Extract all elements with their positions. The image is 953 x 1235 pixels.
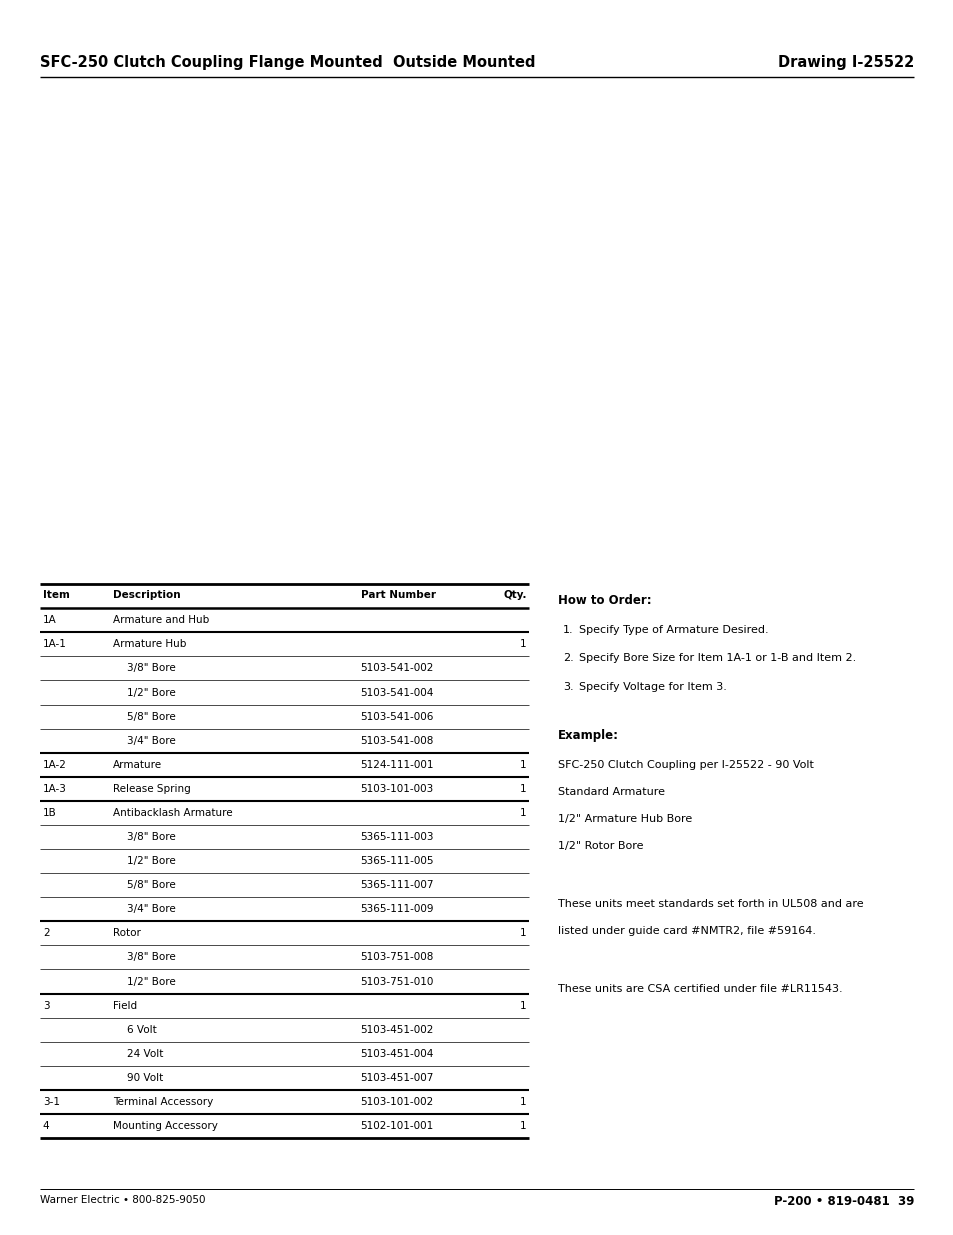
Text: 4: 4: [43, 1121, 50, 1131]
Text: Field: Field: [112, 1000, 136, 1010]
Text: 5102-101-001: 5102-101-001: [360, 1121, 434, 1131]
Text: 1/2" Bore: 1/2" Bore: [127, 688, 175, 698]
Text: 1: 1: [519, 1097, 526, 1107]
Text: 3: 3: [43, 1000, 50, 1010]
Text: Standard Armature: Standard Armature: [558, 787, 664, 797]
Text: 1: 1: [519, 1121, 526, 1131]
Text: 5365-111-005: 5365-111-005: [360, 856, 434, 866]
Text: 5103-451-007: 5103-451-007: [360, 1073, 434, 1083]
Text: 1: 1: [519, 784, 526, 794]
Text: 1B: 1B: [43, 808, 56, 818]
Text: Qty.: Qty.: [502, 590, 526, 600]
Text: Release Spring: Release Spring: [112, 784, 190, 794]
Text: Armature: Armature: [112, 760, 161, 769]
Text: 24 Volt: 24 Volt: [127, 1049, 163, 1058]
Text: 1: 1: [519, 640, 526, 650]
Text: Rotor: Rotor: [112, 929, 140, 939]
Text: 5365-111-003: 5365-111-003: [360, 832, 434, 842]
Text: 3/8" Bore: 3/8" Bore: [127, 832, 175, 842]
Text: 1A: 1A: [43, 615, 56, 625]
Text: 5103-541-006: 5103-541-006: [360, 711, 434, 721]
Text: Warner Electric • 800-825-9050: Warner Electric • 800-825-9050: [40, 1195, 205, 1205]
Text: 1: 1: [519, 1000, 526, 1010]
Text: Mounting Accessory: Mounting Accessory: [112, 1121, 217, 1131]
Text: 5/8" Bore: 5/8" Bore: [127, 881, 175, 890]
Text: 1/2" Armature Hub Bore: 1/2" Armature Hub Bore: [558, 814, 692, 824]
Text: 1.: 1.: [562, 625, 573, 635]
Text: 1: 1: [519, 929, 526, 939]
Text: 6 Volt: 6 Volt: [127, 1025, 156, 1035]
Text: 5103-751-008: 5103-751-008: [360, 952, 434, 962]
Text: 3-1: 3-1: [43, 1097, 60, 1107]
Text: 1/2" Bore: 1/2" Bore: [127, 977, 175, 987]
Text: Item: Item: [43, 590, 70, 600]
Text: 90 Volt: 90 Volt: [127, 1073, 163, 1083]
Text: 5365-111-007: 5365-111-007: [360, 881, 434, 890]
Text: 5103-451-002: 5103-451-002: [360, 1025, 434, 1035]
Text: 1: 1: [519, 760, 526, 769]
Text: 2: 2: [43, 929, 50, 939]
Text: 3/8" Bore: 3/8" Bore: [127, 663, 175, 673]
Text: Armature and Hub: Armature and Hub: [112, 615, 209, 625]
Text: 5103-541-008: 5103-541-008: [360, 736, 434, 746]
Text: 5/8" Bore: 5/8" Bore: [127, 711, 175, 721]
Text: 5103-451-004: 5103-451-004: [360, 1049, 434, 1058]
Text: 1/2" Bore: 1/2" Bore: [127, 856, 175, 866]
Text: listed under guide card #NMTR2, file #59164.: listed under guide card #NMTR2, file #59…: [558, 926, 815, 936]
Text: 3/4" Bore: 3/4" Bore: [127, 736, 175, 746]
Text: These units are CSA certified under file #LR11543.: These units are CSA certified under file…: [558, 984, 841, 994]
Text: Antibacklash Armature: Antibacklash Armature: [112, 808, 232, 818]
Text: 1/2" Rotor Bore: 1/2" Rotor Bore: [558, 841, 643, 851]
Text: Part Number: Part Number: [360, 590, 436, 600]
Text: 5103-541-002: 5103-541-002: [360, 663, 434, 673]
Text: 2.: 2.: [562, 653, 573, 663]
Text: 5103-751-010: 5103-751-010: [360, 977, 434, 987]
Text: Description: Description: [112, 590, 180, 600]
Text: 5365-111-009: 5365-111-009: [360, 904, 434, 914]
Text: 3.: 3.: [562, 682, 573, 692]
Text: 5124-111-001: 5124-111-001: [360, 760, 434, 769]
Text: 5103-541-004: 5103-541-004: [360, 688, 434, 698]
Text: These units meet standards set forth in UL508 and are: These units meet standards set forth in …: [558, 899, 862, 909]
Text: P-200 • 819-0481  39: P-200 • 819-0481 39: [773, 1195, 913, 1209]
Text: SFC-250 Clutch Coupling per I-25522 - 90 Volt: SFC-250 Clutch Coupling per I-25522 - 90…: [558, 760, 813, 769]
Text: Terminal Accessory: Terminal Accessory: [112, 1097, 213, 1107]
Text: Drawing I-25522: Drawing I-25522: [777, 56, 913, 70]
Text: 1A-3: 1A-3: [43, 784, 67, 794]
Text: Specify Voltage for Item 3.: Specify Voltage for Item 3.: [578, 682, 726, 692]
Text: 3/4" Bore: 3/4" Bore: [127, 904, 175, 914]
Text: 5103-101-002: 5103-101-002: [360, 1097, 434, 1107]
Text: Example:: Example:: [558, 729, 618, 742]
Text: 5103-101-003: 5103-101-003: [360, 784, 434, 794]
Text: How to Order:: How to Order:: [558, 594, 651, 608]
Text: Armature Hub: Armature Hub: [112, 640, 186, 650]
Text: Specify Bore Size for Item 1A-1 or 1-B and Item 2.: Specify Bore Size for Item 1A-1 or 1-B a…: [578, 653, 856, 663]
Text: 1: 1: [519, 808, 526, 818]
Text: Specify Type of Armature Desired.: Specify Type of Armature Desired.: [578, 625, 768, 635]
Text: SFC-250 Clutch Coupling Flange Mounted  Outside Mounted: SFC-250 Clutch Coupling Flange Mounted O…: [40, 56, 535, 70]
Text: 1A-1: 1A-1: [43, 640, 67, 650]
Text: 3/8" Bore: 3/8" Bore: [127, 952, 175, 962]
Text: 1A-2: 1A-2: [43, 760, 67, 769]
